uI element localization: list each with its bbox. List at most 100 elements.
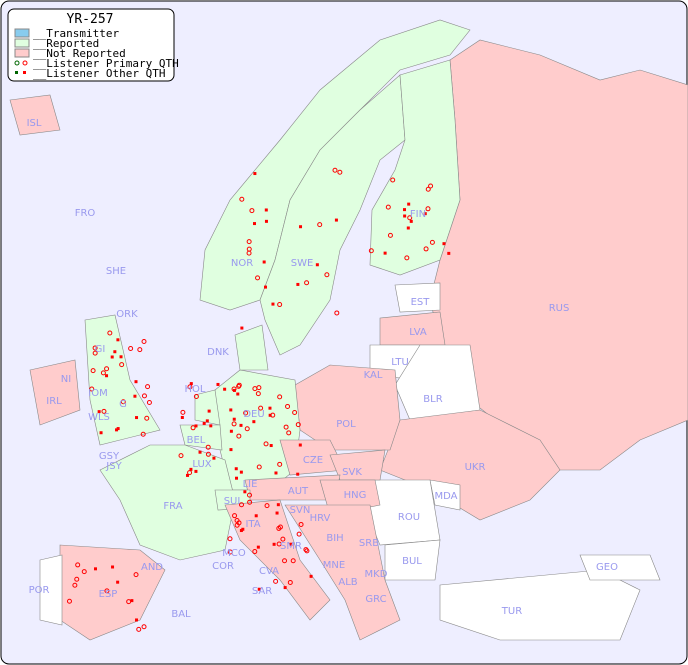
label-sar: SAR	[252, 586, 272, 597]
country-mda	[429, 479, 461, 511]
listener-primary-qth-marker	[101, 408, 107, 414]
listener-primary-qth-marker	[190, 425, 196, 431]
listener-other-qth-marker	[99, 431, 103, 435]
listener-primary-qth-marker	[292, 409, 298, 415]
listener-primary-qth-marker	[136, 626, 142, 632]
listener-other-qth-marker	[252, 222, 256, 226]
listener-primary-qth-marker	[276, 541, 282, 547]
listener-primary-qth-marker	[425, 206, 431, 212]
listener-other-qth-marker	[241, 527, 245, 531]
listener-primary-qth-marker	[252, 386, 258, 392]
listener-other-qth-marker	[186, 473, 190, 477]
listener-primary-qth-marker	[255, 275, 261, 281]
listener-primary-qth-marker	[390, 177, 396, 183]
label-hrv: HRV	[310, 513, 331, 524]
label-mkd: MKD	[365, 569, 388, 580]
listener-other-qth-marker	[111, 565, 115, 569]
listener-primary-qth-marker	[236, 433, 242, 439]
country-est	[394, 282, 441, 313]
country-ita	[224, 499, 331, 621]
listener-other-qth-marker	[116, 338, 120, 342]
listener-other-qth-marker	[298, 443, 302, 447]
listener-other-qth-marker	[134, 380, 138, 384]
listener-primary-qth-marker	[66, 598, 72, 604]
listener-primary-qth-marker	[227, 549, 233, 555]
listener-other-qth-marker	[264, 208, 268, 212]
listener-other-qth-marker	[406, 226, 410, 230]
listener-primary-qth-marker	[193, 393, 199, 399]
listener-primary-qth-marker	[264, 503, 270, 509]
country-labels: ISL FRO SHE ORK NOR SWE FIN RUS EST LVA …	[27, 118, 619, 620]
listener-other-qth-marker	[130, 599, 134, 603]
label-cva: CVA	[259, 566, 279, 577]
listener-other-qth-marker	[234, 467, 238, 471]
listener-primary-qth-marker	[263, 441, 269, 447]
label-kal: KAL	[364, 370, 383, 381]
listener-primary-qth-marker	[258, 405, 264, 411]
listener-other-qth-marker	[205, 419, 209, 423]
listener-other-qth-marker	[264, 285, 268, 289]
label-srb: SRB	[359, 538, 379, 549]
label-mco: MCO	[222, 548, 246, 559]
transmitter-swatch	[14, 28, 30, 38]
listener-other-qth-marker	[216, 382, 220, 386]
listener-primary-qth-marker	[252, 549, 258, 555]
listener-other-qth-marker	[239, 470, 243, 474]
label-cor: COR	[212, 561, 234, 572]
listener-primary-qth-marker	[407, 215, 413, 221]
listener-primary-qth-marker	[304, 280, 310, 286]
other-qth-icon	[23, 71, 26, 74]
listener-other-qth-marker	[442, 242, 446, 246]
listener-other-qth-marker	[232, 417, 236, 421]
other-qth-icon	[15, 71, 18, 74]
listener-other-qth-marker	[274, 471, 278, 475]
legend-transmitter: __Transmitter	[33, 27, 119, 40]
label-alb: ALB	[338, 577, 357, 588]
listener-primary-qth-marker	[146, 399, 152, 405]
label-gsy: GSY	[99, 451, 120, 462]
listener-primary-qth-marker	[75, 562, 81, 568]
listener-primary-qth-marker	[277, 302, 283, 308]
listener-primary-qth-marker	[249, 208, 255, 214]
legend: YR-257 __Transmitter __Reported __Not Re…	[7, 8, 179, 82]
listener-other-qth-marker	[315, 263, 319, 267]
listener-primary-qth-marker	[236, 520, 242, 526]
listener-markers	[66, 167, 451, 632]
listener-other-qth-marker	[309, 574, 313, 578]
listener-primary-qth-marker	[244, 426, 250, 432]
label-ltu: LTU	[391, 357, 409, 368]
listener-other-qth-marker	[232, 388, 236, 392]
listener-other-qth-marker	[229, 448, 233, 452]
listener-primary-qth-marker	[133, 572, 139, 578]
listener-other-qth-marker	[97, 410, 101, 414]
label-bih: BIH	[326, 533, 343, 544]
listener-other-qth-marker	[135, 416, 139, 420]
listener-primary-qth-marker	[187, 384, 193, 390]
listener-other-qth-marker	[257, 587, 261, 591]
country-pol	[294, 364, 401, 451]
listener-other-qth-marker	[254, 514, 258, 518]
listener-primary-qth-marker	[317, 222, 323, 228]
label-aut: AUT	[288, 486, 309, 497]
listener-other-qth-marker	[133, 394, 137, 398]
label-wls: WLS	[88, 412, 110, 423]
label-ork: ORK	[116, 309, 138, 320]
listener-primary-qth-marker	[128, 346, 134, 352]
listener-primary-qth-marker	[239, 502, 245, 508]
legend-other-qth: __Listener Other QTH	[33, 67, 165, 80]
label-por: POR	[29, 585, 50, 596]
listener-primary-qth-marker	[303, 547, 309, 553]
country-isl	[9, 94, 61, 136]
listener-other-qth-marker	[189, 467, 193, 471]
listener-other-qth-marker	[275, 511, 279, 515]
listener-primary-qth-marker	[137, 347, 143, 353]
listener-other-qth-marker	[407, 202, 411, 206]
listener-primary-qth-marker	[246, 492, 252, 498]
listener-primary-qth-marker	[295, 422, 301, 428]
listener-other-qth-marker	[235, 476, 239, 480]
label-svn: SVN	[290, 505, 311, 516]
listener-other-qth-marker	[113, 350, 117, 354]
label-irl: IRL	[46, 396, 62, 407]
legend-not-reported: __Not Reported	[33, 47, 126, 60]
label-blr: BLR	[423, 394, 442, 405]
